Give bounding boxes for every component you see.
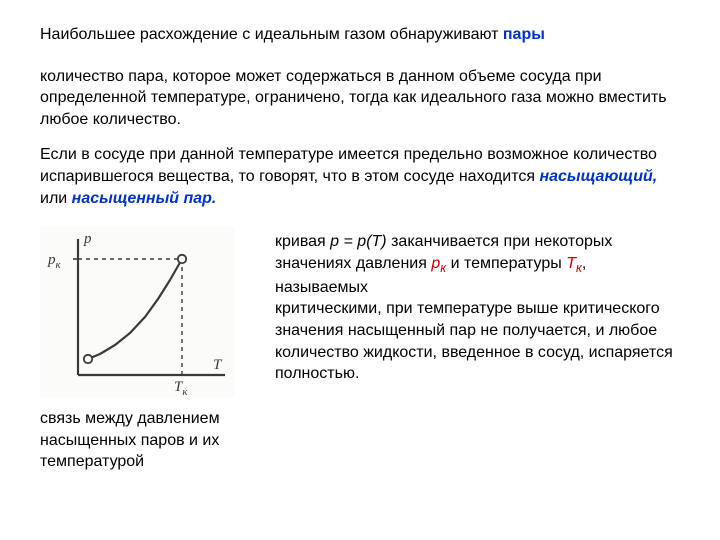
paragraph-2: Если в сосуде при данной температуре име… [40, 144, 680, 209]
side-t: Т [566, 255, 576, 272]
para2-em2: насыщенный пар. [72, 190, 217, 207]
side-text: кривая р = р(Т) заканчивается при некото… [275, 227, 680, 385]
paragraph-1: количество пара, которое может содержать… [40, 66, 680, 131]
side-seg5: критическими, при температуре выше крити… [275, 300, 673, 382]
title-em: пары [503, 26, 545, 43]
side-p: р [431, 255, 440, 272]
title-line: Наибольшее расхождение с идеальным газом… [40, 24, 680, 46]
figure-column: ppкTTк связь между давлением насыщенных … [40, 227, 250, 473]
caption-text: связь между давлением насыщенных паров и… [40, 410, 220, 470]
side-eq: р = р(Т) [330, 233, 386, 250]
side-seg1: кривая [275, 233, 330, 250]
figure-caption: связь между давлением насыщенных паров и… [40, 408, 250, 473]
para2-em1: насыщающий, [539, 168, 657, 185]
svg-text:p: p [83, 231, 92, 247]
para1-text: количество пара, которое может содержать… [40, 68, 667, 128]
para2-mid: или [40, 190, 72, 207]
title-pre: Наибольшее расхождение с идеальным газом… [40, 26, 503, 43]
figure-row: ppкTTк связь между давлением насыщенных … [40, 227, 680, 473]
side-seg3: и температуры [446, 255, 566, 272]
pt-curve-chart: ppкTTк [40, 227, 235, 397]
